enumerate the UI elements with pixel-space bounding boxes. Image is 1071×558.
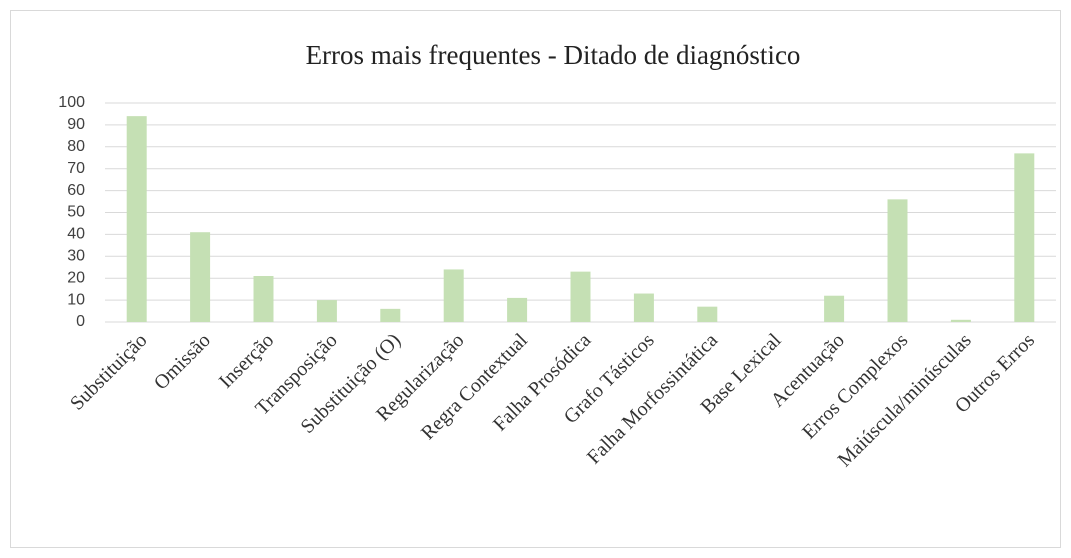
y-tick-label: 40: [67, 226, 85, 243]
chart-title: Erros mais frequentes - Ditado de diagnó…: [306, 40, 801, 70]
bar: [1014, 153, 1035, 322]
bar: [316, 300, 337, 322]
bar: [507, 297, 528, 322]
bar: [824, 295, 845, 322]
bar: [633, 293, 654, 322]
y-tick-label: 20: [67, 269, 85, 286]
bar: [443, 269, 464, 322]
y-tick-label: 70: [67, 160, 85, 177]
bar: [570, 271, 591, 322]
y-tick-label: 50: [67, 204, 85, 221]
bar: [950, 319, 971, 322]
bar: [126, 116, 147, 322]
chart-border: [10, 10, 1061, 548]
y-tick-label: 0: [76, 313, 85, 330]
y-tick-label: 30: [67, 248, 85, 265]
y-tick-label: 90: [67, 116, 85, 133]
bar: [697, 306, 718, 322]
bar: [253, 276, 274, 322]
bar: [380, 308, 401, 322]
y-tick-label: 100: [58, 94, 85, 111]
bar: [887, 199, 908, 322]
y-tick-label: 80: [67, 138, 85, 155]
y-tick-label: 10: [67, 291, 85, 308]
y-tick-label: 60: [67, 182, 85, 199]
bar: [190, 232, 211, 322]
